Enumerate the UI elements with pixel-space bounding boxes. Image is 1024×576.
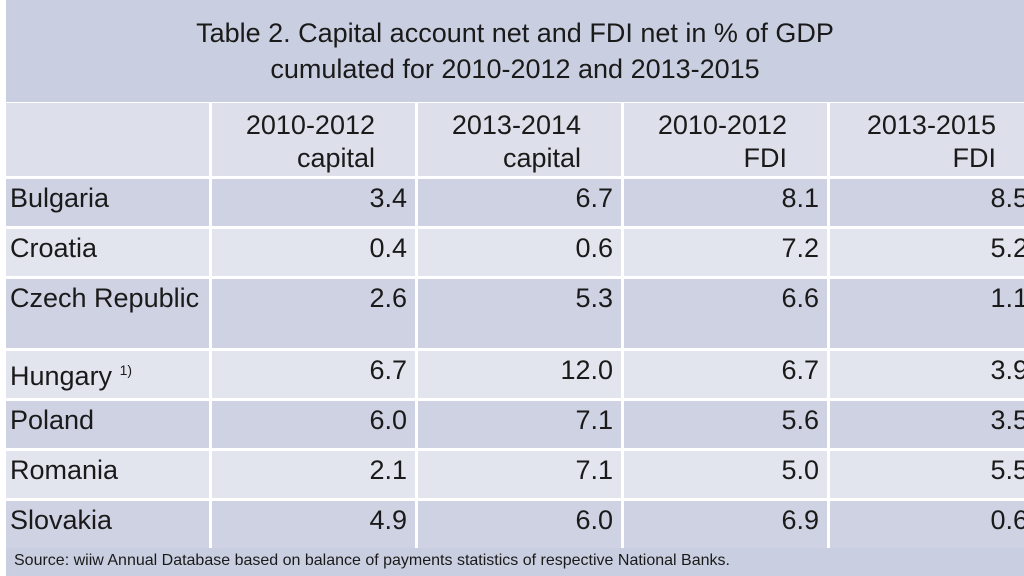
value-cell: 7.1 (418, 451, 621, 498)
value-cell: 6.0 (418, 501, 621, 548)
value-cell: 8.1 (624, 179, 827, 226)
value-cell: 5.6 (624, 401, 827, 448)
data-table: 2010-2012 capital 2013-2014 capital 2010… (3, 100, 1024, 551)
column-header: 2010-2012 FDI (624, 103, 827, 176)
country-cell: Poland (6, 401, 209, 448)
value-cell: 1.1 (830, 279, 1024, 348)
value-cell: 6.7 (418, 179, 621, 226)
value-cell: 5.0 (624, 451, 827, 498)
value-cell: 0.6 (830, 501, 1024, 548)
table-row: Romania 2.1 7.1 5.0 5.5 (6, 451, 1024, 498)
value-cell: 6.7 (212, 351, 415, 398)
corner-cell (6, 103, 209, 176)
country-name: Hungary (10, 361, 113, 391)
country-cell: Romania (6, 451, 209, 498)
table-row: Hungary 1) 6.7 12.0 6.7 3.9 (6, 351, 1024, 398)
country-cell: Bulgaria (6, 179, 209, 226)
value-cell: 2.1 (212, 451, 415, 498)
value-cell: 6.7 (624, 351, 827, 398)
value-cell: 5.2 (830, 229, 1024, 276)
country-cell: Croatia (6, 229, 209, 276)
column-header: 2013-2015 FDI (830, 103, 1024, 176)
value-cell: 6.6 (624, 279, 827, 348)
header-row: 2010-2012 capital 2013-2014 capital 2010… (6, 103, 1024, 176)
table-row: Croatia 0.4 0.6 7.2 5.2 (6, 229, 1024, 276)
column-header: 2013-2014 capital (418, 103, 621, 176)
value-cell: 5.5 (830, 451, 1024, 498)
value-cell: 6.9 (624, 501, 827, 548)
value-cell: 12.0 (418, 351, 621, 398)
value-cell: 7.2 (624, 229, 827, 276)
table-row: Czech Republic 2.6 5.3 6.6 1.1 (6, 279, 1024, 348)
table-title: Table 2. Capital account net and FDI net… (6, 0, 1024, 102)
value-cell: 0.4 (212, 229, 415, 276)
footnote-marker: 1) (119, 362, 133, 378)
country-cell: Hungary 1) (6, 351, 209, 398)
value-cell: 8.5 (830, 179, 1024, 226)
value-cell: 2.6 (212, 279, 415, 348)
country-cell: Slovakia (6, 501, 209, 548)
table-row: Slovakia 4.9 6.0 6.9 0.6 (6, 501, 1024, 548)
value-cell: 0.6 (418, 229, 621, 276)
source-footnote: Source: wiiw Annual Database based on ba… (6, 548, 1024, 576)
table-row: Bulgaria 3.4 6.7 8.1 8.5 (6, 179, 1024, 226)
value-cell: 3.5 (830, 401, 1024, 448)
value-cell: 5.3 (418, 279, 621, 348)
country-cell: Czech Republic (6, 279, 209, 348)
table-row: Poland 6.0 7.1 5.6 3.5 (6, 401, 1024, 448)
value-cell: 4.9 (212, 501, 415, 548)
value-cell: 3.4 (212, 179, 415, 226)
value-cell: 6.0 (212, 401, 415, 448)
value-cell: 7.1 (418, 401, 621, 448)
table-title-line1: Table 2. Capital account net and FDI net… (196, 18, 834, 48)
table-title-line2: cumulated for 2010-2012 and 2013-2015 (270, 54, 760, 84)
value-cell: 3.9 (830, 351, 1024, 398)
column-header: 2010-2012 capital (212, 103, 415, 176)
